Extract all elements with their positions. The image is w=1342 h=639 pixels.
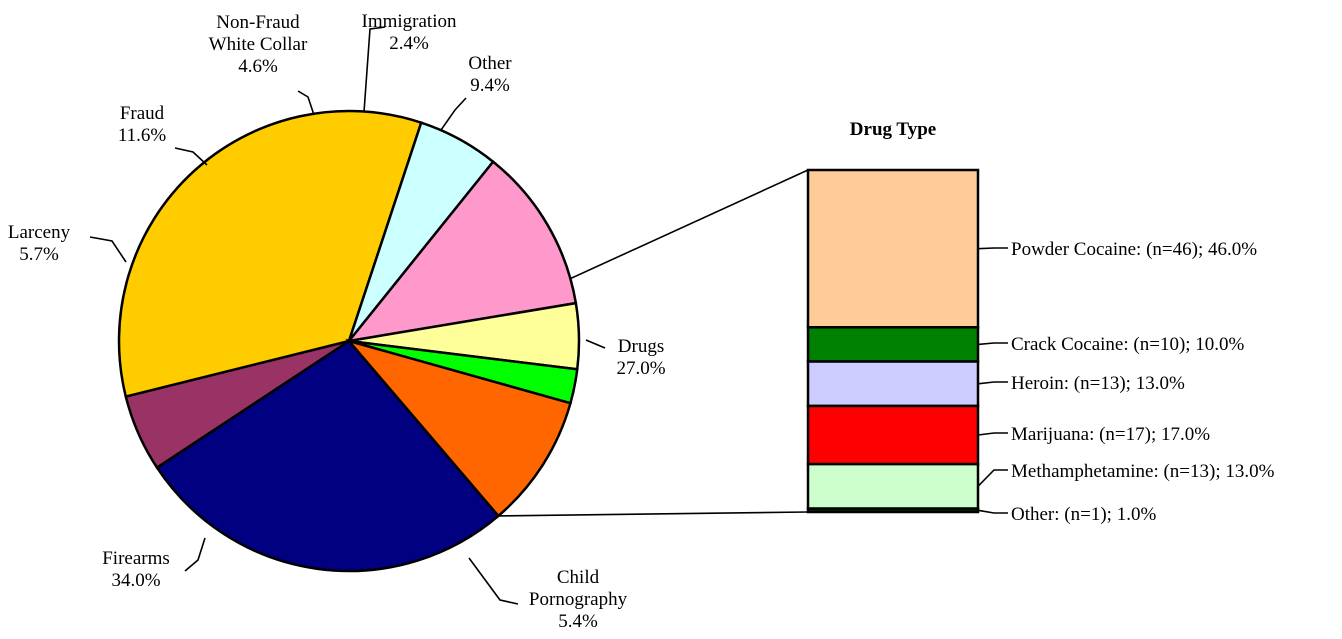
bar-label-other: Other: (n=1); 1.0% [1011,504,1156,525]
bar-segment-crack-cocaine [806,326,980,363]
offense-pie [117,109,581,573]
pie-label-fraud: Fraud 11.6% [118,103,167,146]
drug-type-bar [806,168,980,514]
pie-leader-firearms [184,537,206,572]
pie-slice-drugs [155,339,501,573]
bar-leader-powder-cocaine [977,247,1008,250]
bar-label-methamphetamine: Methamphetamine: (n=13); 13.0% [1011,461,1275,482]
bar-label-crack-cocaine: Crack Cocaine: (n=10); 10.0% [1011,334,1245,355]
pie-leader-non-fraud-white-collar [297,90,315,116]
bar-segment-marijuana [806,404,980,466]
bar-leader-other [977,509,1008,514]
bar-label-heroin: Heroin: (n=13); 13.0% [1011,373,1185,394]
pie-leader-fraud [174,147,208,166]
pie-label-immigration: Immigration 2.4% [362,11,457,54]
bar-title: Drug Type [850,119,936,140]
pie-label-other: Other 9.4% [468,53,512,96]
bar-label-marijuana: Marijuana: (n=17); 17.0% [1011,424,1210,445]
bar-segment-other [806,507,980,514]
pie-label-firearms: Firearms 34.0% [102,548,170,591]
bar-labels: Powder Cocaine: (n=46); 46.0% Crack Cocai… [977,239,1275,525]
bar-label-powder-cocaine: Powder Cocaine: (n=46); 46.0% [1011,239,1257,260]
bar-leader-marijuana [977,432,1008,436]
bar-segment-heroin [806,360,980,408]
pie-slice-firearms [117,109,423,399]
pie-label-non-fraud-white-collar: Non-Fraud White Collar 4.6% [209,12,308,77]
pie-slice-other [345,338,572,518]
pie-labels: Drugs 27.0% Child Pornography 5.4% Firearms 34… [8,11,666,632]
bar-leader-crack-cocaine [977,342,1008,346]
pie-leader-immigration [363,26,386,113]
bar-leader-heroin [977,381,1008,385]
pie-label-drugs: Drugs 27.0% [616,336,665,379]
pie-leader-drugs [585,339,606,349]
pie-leader-other [440,97,467,131]
bar-leader-methamphetamine [977,469,1008,487]
pie-label-child-pornography: Child Pornography 5.4% [529,567,628,632]
pie-label-larceny: Larceny 5.7% [8,222,71,265]
pie-slice-fraud [345,159,578,343]
pie-leader-larceny [89,236,127,263]
connector-bottom [498,511,809,517]
pie-leader-child-pornography [468,557,519,605]
bar-segment-powder-cocaine [806,168,980,329]
bar-segment-methamphetamine [806,462,980,510]
